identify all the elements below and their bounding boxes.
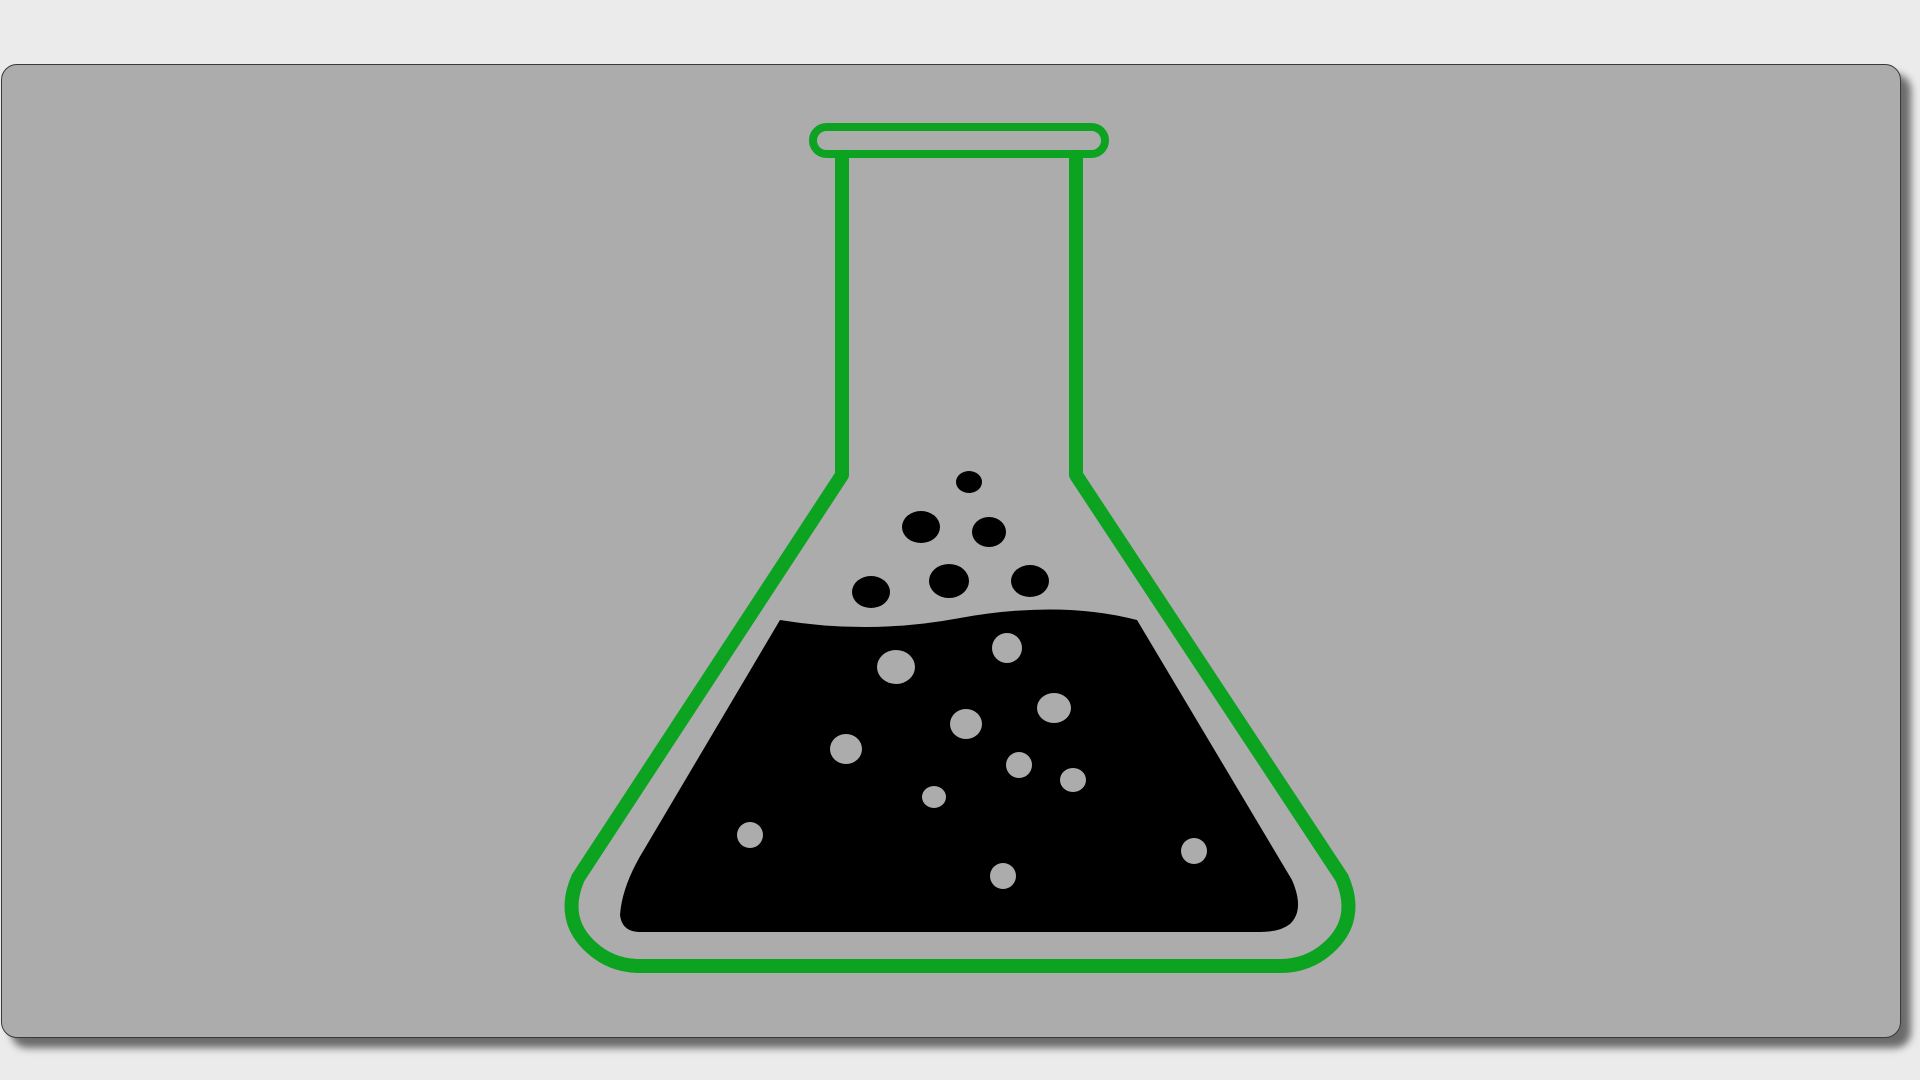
liquid-bubble [877, 650, 915, 684]
rising-bubble [929, 564, 969, 598]
rising-bubble [852, 576, 890, 608]
rising-bubble [1011, 565, 1049, 597]
liquid-bubble [922, 786, 946, 808]
liquid-bubble [1060, 768, 1086, 792]
flask-liquid [620, 609, 1299, 932]
rising-bubble [956, 471, 982, 493]
rising-bubble [972, 517, 1006, 547]
rising-bubbles [852, 471, 1049, 608]
liquid-bubble [1006, 752, 1032, 778]
liquid-bubble [990, 863, 1016, 889]
flask-outline [564, 150, 1356, 973]
liquid-bubbles [737, 633, 1207, 889]
liquid-bubble [1181, 838, 1207, 864]
liquid-bubble [992, 633, 1022, 663]
flask-rim [809, 123, 1109, 158]
liquid-bubble [1037, 693, 1071, 723]
liquid-bubble [737, 822, 763, 848]
liquid-bubble [950, 709, 982, 739]
rising-bubble [902, 511, 940, 543]
liquid-bubble [830, 734, 862, 764]
